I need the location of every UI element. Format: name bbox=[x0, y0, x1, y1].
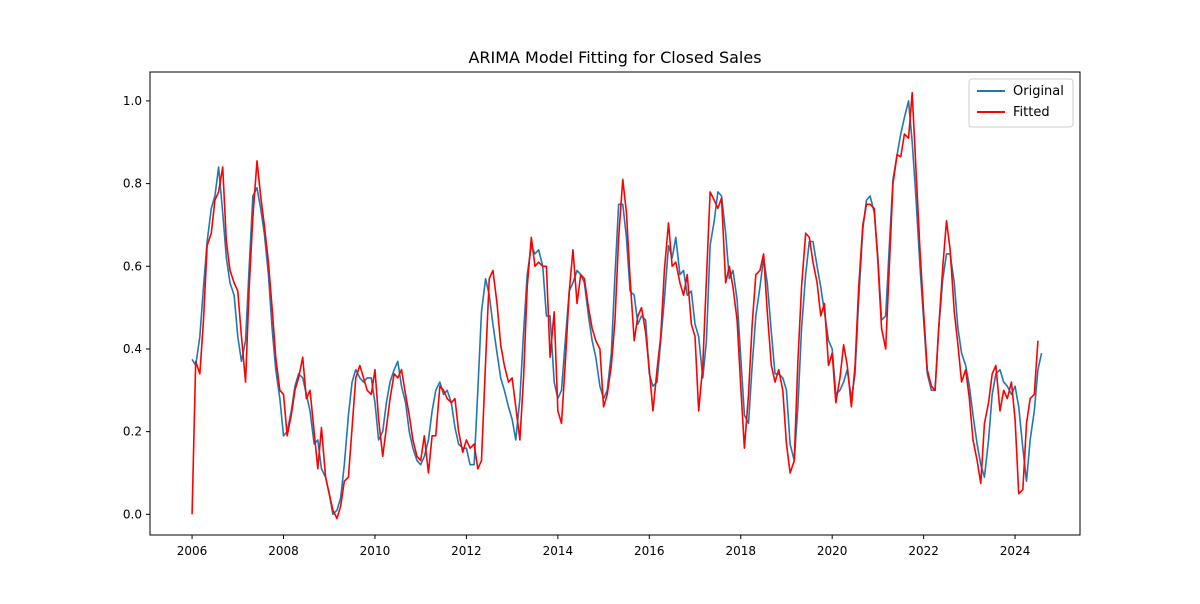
series-line-fitted bbox=[191, 91, 1039, 520]
x-tick-label: 2006 bbox=[177, 544, 208, 558]
y-tick-label: 0.0 bbox=[123, 507, 142, 521]
x-tick-label: 2020 bbox=[817, 544, 848, 558]
y-tick-label: 0.4 bbox=[123, 342, 142, 356]
legend-label-fitted: Fitted bbox=[1013, 105, 1050, 120]
y-tick-label: 0.2 bbox=[123, 425, 142, 439]
y-tick-label: 1.0 bbox=[123, 94, 142, 108]
series-line-original bbox=[191, 100, 1043, 516]
x-tick-label: 2024 bbox=[1000, 544, 1031, 558]
x-tick-label: 2014 bbox=[543, 544, 574, 558]
y-tick-label: 0.8 bbox=[123, 177, 142, 191]
x-tick-label: 2022 bbox=[908, 544, 939, 558]
x-tick-label: 2018 bbox=[725, 544, 756, 558]
x-tick-label: 2008 bbox=[268, 544, 299, 558]
plot-frame bbox=[149, 71, 1081, 536]
x-tick-label: 2012 bbox=[451, 544, 482, 558]
x-tick-label: 2010 bbox=[360, 544, 391, 558]
y-tick-label: 0.6 bbox=[123, 259, 142, 273]
plot-area bbox=[191, 91, 1043, 520]
legend: Original Fitted bbox=[968, 78, 1074, 128]
axes: 2006 2008 2010 2012 2014 2016 2018 2020 2022 2024… bbox=[123, 71, 1081, 558]
chart-title: ARIMA Model Fitting for Closed Sales bbox=[468, 48, 761, 67]
legend-label-original: Original bbox=[1013, 84, 1064, 99]
x-tick-label: 2016 bbox=[634, 544, 665, 558]
